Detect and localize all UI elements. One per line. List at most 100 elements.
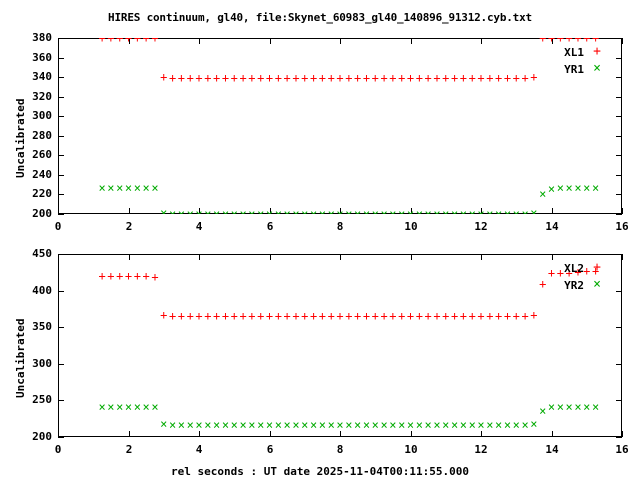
data-point: ×: [336, 417, 344, 432]
data-point: ×: [547, 400, 556, 415]
y-tick-right-top-4: [616, 135, 622, 137]
data-point: +: [406, 308, 415, 323]
data-point: +: [345, 71, 353, 86]
data-point: +: [336, 71, 344, 86]
data-point: ×: [520, 208, 530, 214]
y-tick-label-top-9: 380: [32, 31, 52, 44]
y-tick-right-bottom-0: [616, 436, 622, 438]
x-tick-top-bottom-5: [410, 254, 412, 260]
y-tick-right-top-7: [616, 76, 622, 78]
data-point: ×: [229, 208, 239, 214]
y-tick-label-top-8: 360: [32, 51, 52, 64]
data-point: ×: [107, 399, 115, 414]
data-point: ×: [468, 417, 476, 432]
data-point: +: [556, 266, 564, 281]
x-axis-title: rel seconds : UT date 2025-11-04T00:11:5…: [170, 465, 469, 478]
x-tick-top-top-0: [57, 38, 59, 44]
data-point: +: [204, 308, 212, 323]
x-tick-bottom-5: [410, 431, 412, 437]
data-point: +: [318, 308, 326, 323]
data-point: +: [415, 71, 423, 86]
data-point: +: [195, 71, 203, 86]
data-point: ×: [495, 417, 503, 432]
data-point: ×: [565, 399, 573, 414]
data-point: +: [257, 308, 265, 323]
data-point: ×: [318, 417, 326, 432]
data-point: +: [309, 308, 318, 323]
data-point: ×: [107, 180, 115, 195]
data-point: ×: [476, 208, 486, 214]
data-point: ×: [124, 180, 133, 195]
data-point: ×: [292, 417, 300, 432]
data-point: ×: [574, 180, 582, 195]
data-point: ×: [133, 399, 141, 414]
data-point: ×: [176, 208, 186, 214]
x-tick-label-top-7: 14: [545, 220, 559, 233]
y-tick-top-6: [58, 96, 64, 98]
data-point: +: [265, 308, 274, 323]
data-point: ×: [547, 181, 556, 196]
data-point: ×: [591, 399, 600, 414]
data-point: ×: [591, 180, 600, 195]
data-point: ×: [450, 208, 460, 214]
data-point: ×: [388, 208, 398, 214]
data-point: +: [468, 71, 476, 86]
data-point: +: [283, 308, 291, 323]
data-point: ×: [301, 417, 309, 432]
data-point: +: [107, 269, 115, 284]
y-tick-bottom-0: [58, 436, 64, 438]
data-point: ×: [142, 180, 150, 195]
legend-label-xl1: XL1: [564, 46, 584, 59]
data-point: +: [591, 264, 600, 279]
data-point: ×: [583, 180, 591, 195]
x-tick-label-bottom-7: 14: [545, 443, 559, 456]
y-tick-right-top-6: [616, 96, 622, 98]
y-tick-top-7: [58, 76, 64, 78]
y-tick-top-8: [58, 57, 64, 59]
data-point: ×: [247, 208, 257, 214]
x-tick-bottom-6: [480, 431, 482, 437]
x-tick-top-top-6: [480, 38, 482, 44]
data-point: ×: [397, 208, 407, 214]
data-point: +: [583, 264, 591, 279]
x-tick-top-0: [57, 208, 59, 214]
y-tick-top-5: [58, 115, 64, 117]
data-point: ×: [486, 417, 494, 432]
data-point: +: [221, 308, 230, 323]
data-point: ×: [221, 417, 230, 432]
data-point: ×: [273, 208, 283, 214]
data-point: ×: [116, 399, 124, 414]
data-point: +: [450, 308, 459, 323]
x-tick-label-top-3: 6: [266, 220, 274, 233]
data-point: ×: [212, 208, 222, 214]
x-tick-top-bottom-4: [339, 254, 341, 260]
data-point: +: [486, 71, 494, 86]
data-point: +: [591, 38, 600, 46]
data-point: ×: [477, 417, 485, 432]
y-tick-label-top-2: 240: [32, 168, 52, 181]
x-tick-label-bottom-3: 6: [266, 443, 274, 456]
y-tick-bottom-2: [58, 363, 64, 365]
x-tick-bottom-4: [339, 431, 341, 437]
data-point: ×: [423, 208, 433, 214]
x-tick-top-top-4: [339, 38, 341, 44]
data-point: +: [371, 308, 379, 323]
data-point: ×: [344, 208, 354, 214]
x-tick-top-3: [269, 208, 271, 214]
y-tick-top-2: [58, 174, 64, 176]
y-tick-label-top-6: 320: [32, 90, 52, 103]
x-tick-top-2: [198, 208, 200, 214]
data-point: +: [124, 38, 133, 46]
data-point: ×: [345, 417, 353, 432]
data-point: +: [151, 269, 159, 284]
data-point: +: [248, 308, 256, 323]
x-tick-top-1: [128, 208, 130, 214]
y-tick-right-bottom-4: [616, 290, 622, 292]
data-point: ×: [291, 208, 301, 214]
data-point: ×: [380, 417, 388, 432]
data-point: ×: [398, 417, 406, 432]
data-point: +: [160, 308, 168, 323]
x-tick-top-top-7: [551, 38, 553, 44]
data-point: ×: [239, 417, 247, 432]
y-tick-label-bottom-2: 300: [32, 357, 52, 370]
